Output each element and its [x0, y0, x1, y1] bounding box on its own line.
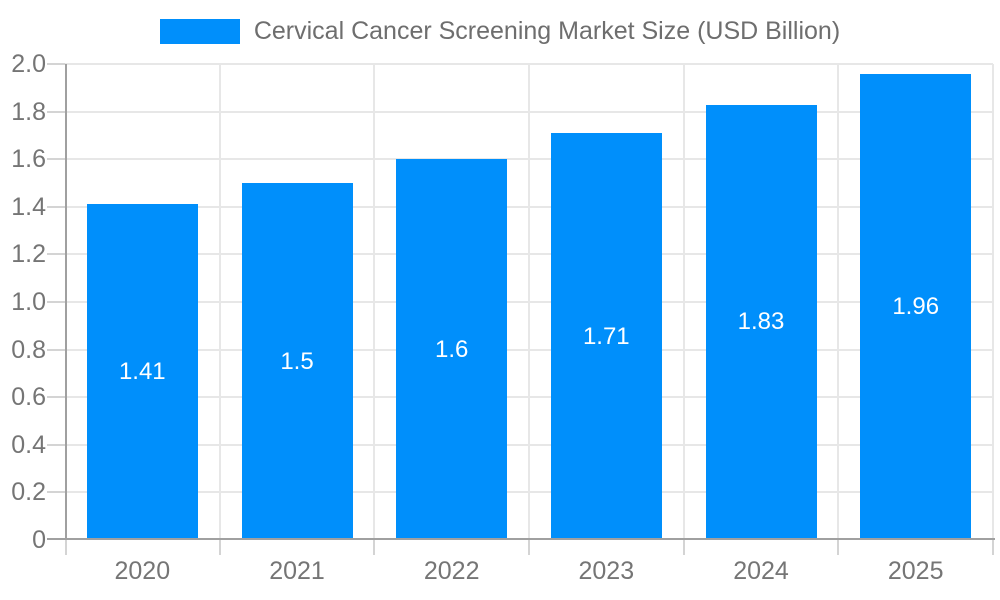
- y-tick-label: 0.4: [11, 430, 46, 459]
- y-axis-tick: [47, 396, 65, 399]
- y-tick-label: 1.8: [11, 97, 46, 126]
- y-axis-tick: [47, 443, 65, 446]
- y-axis-tick: [47, 301, 65, 303]
- x-gridline: [373, 64, 375, 540]
- bar-2023[interactable]: [550, 133, 662, 540]
- x-tick-label: 2023: [578, 557, 635, 585]
- bar-2021[interactable]: [241, 183, 353, 540]
- y-axis-tick: [47, 63, 65, 65]
- y-axis-tick: [47, 158, 65, 161]
- x-tick-label: 2021: [269, 557, 325, 585]
- bar-2025[interactable]: [860, 73, 972, 540]
- plot-area: 1.41 1.5 1.6 1.71 1.83 1.96: [47, 63, 995, 555]
- x-tick-label: 2025: [887, 557, 944, 585]
- x-gridline: [992, 64, 994, 540]
- x-tick-label: 2024: [733, 557, 789, 585]
- x-tick-label: 2020: [114, 557, 171, 585]
- legend-item[interactable]: Cervical Cancer Screening Market Size (U…: [0, 14, 1000, 48]
- legend-swatch: [159, 18, 240, 44]
- x-gridline: [837, 64, 839, 540]
- y-tick-label: 1.0: [11, 288, 46, 316]
- bar-2020[interactable]: [86, 204, 198, 540]
- y-tick-label: 0.2: [11, 478, 46, 507]
- x-axis-tick: [683, 540, 685, 555]
- x-axis-tick: [219, 540, 221, 555]
- y-axis-tick: [47, 348, 65, 351]
- y-axis-tick: [47, 491, 65, 494]
- x-axis-tick: [528, 540, 530, 555]
- y-axis-line: [65, 64, 67, 540]
- y-axis-tick: [47, 205, 65, 208]
- x-gridline: [219, 64, 221, 540]
- y-axis-tick: [47, 110, 65, 113]
- x-axis-tick: [373, 540, 375, 555]
- legend-label: Cervical Cancer Screening Market Size (U…: [253, 16, 841, 45]
- y-tick-label: 2.0: [11, 50, 46, 78]
- y-tick-label: 1.6: [11, 145, 46, 174]
- y-tick-label: 0.8: [11, 335, 46, 364]
- y-axis-tick: [47, 253, 65, 256]
- x-axis-baseline: [47, 538, 995, 540]
- x-axis-tick: [992, 540, 994, 555]
- x-axis-tick: [837, 540, 839, 555]
- bar-2024[interactable]: [705, 104, 817, 540]
- x-axis-tick: [65, 540, 67, 555]
- y-tick-label: 1.4: [11, 192, 46, 221]
- y-tick-label: 0: [32, 526, 46, 554]
- bar-2022[interactable]: [396, 159, 508, 540]
- x-gridline: [528, 64, 530, 540]
- x-tick-label: 2022: [423, 557, 480, 585]
- y-tick-label: 1.2: [11, 240, 46, 269]
- x-gridline: [683, 64, 685, 540]
- y-tick-label: 0.6: [11, 383, 46, 412]
